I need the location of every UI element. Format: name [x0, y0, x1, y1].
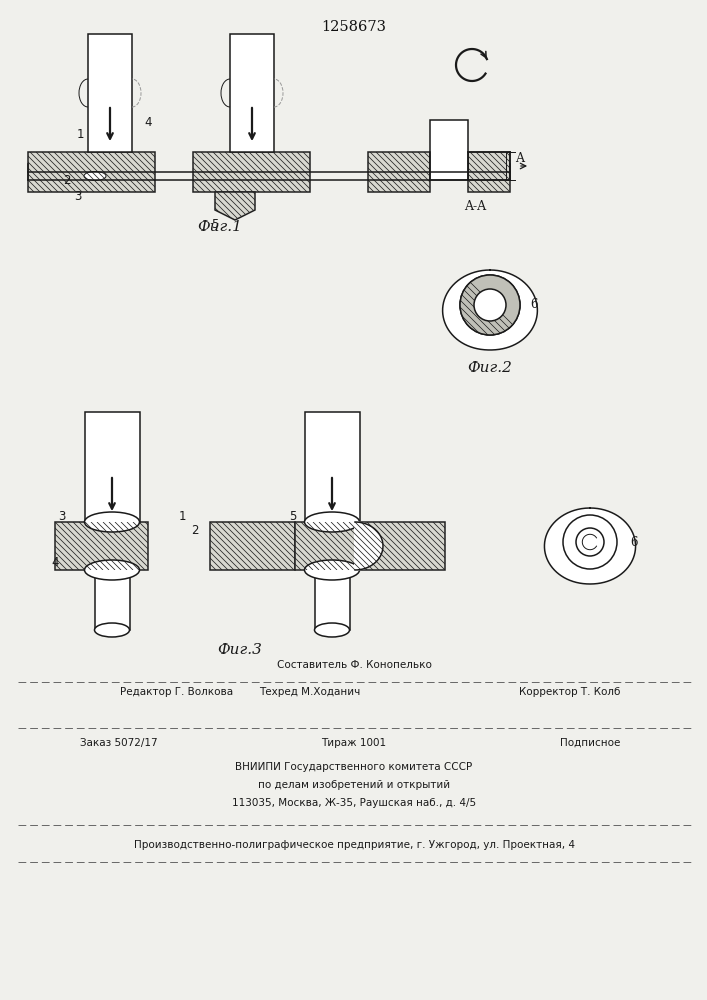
Text: Производственно-полиграфическое предприятие, г. Ужгород, ул. Проектная, 4: Производственно-полиграфическое предприя…: [134, 840, 575, 850]
Text: 2: 2: [63, 174, 71, 186]
Ellipse shape: [305, 512, 359, 532]
Circle shape: [460, 275, 520, 335]
Ellipse shape: [84, 172, 106, 180]
Polygon shape: [215, 192, 255, 220]
Text: A-A: A-A: [464, 200, 486, 214]
Text: ВНИИПИ Государственного комитета СССР: ВНИИПИ Государственного комитета СССР: [235, 762, 472, 772]
Ellipse shape: [315, 623, 349, 637]
Bar: [85, 412, 140, 522]
Ellipse shape: [85, 560, 139, 580]
Bar: [193, 152, 310, 192]
Bar: [355, 522, 445, 570]
Bar: [28, 152, 155, 192]
Text: 6: 6: [530, 298, 538, 312]
Text: 1: 1: [178, 510, 186, 522]
Bar: [295, 522, 355, 570]
Text: A: A: [515, 151, 524, 164]
Text: 6: 6: [630, 536, 638, 548]
Text: Подписное: Подписное: [560, 738, 620, 748]
Text: Заказ 5072/17: Заказ 5072/17: [80, 738, 158, 748]
Text: 1: 1: [76, 127, 83, 140]
Text: 113035, Москва, Ж-35, Раушская наб., д. 4/5: 113035, Москва, Ж-35, Раушская наб., д. …: [232, 798, 476, 808]
Text: Техред М.Ходанич: Техред М.Ходанич: [259, 687, 361, 697]
Bar: [95, 570, 130, 630]
Polygon shape: [544, 508, 636, 584]
Text: Составитель Ф. Конопелько: Составитель Ф. Конопелько: [276, 660, 431, 670]
Bar: [230, 34, 274, 152]
Text: Тираж 1001: Тираж 1001: [322, 738, 387, 748]
Ellipse shape: [85, 512, 139, 532]
Circle shape: [576, 528, 604, 556]
Circle shape: [474, 289, 506, 321]
Bar: [468, 152, 510, 192]
Text: 5: 5: [211, 219, 218, 232]
Bar: [430, 120, 468, 180]
Text: Корректор Т. Колб: Корректор Т. Колб: [520, 687, 621, 697]
Text: Фиг.1: Фиг.1: [197, 220, 243, 234]
Text: 3: 3: [58, 510, 66, 522]
Polygon shape: [443, 270, 537, 350]
Text: 5: 5: [289, 510, 297, 522]
Ellipse shape: [95, 623, 129, 637]
Text: 4: 4: [51, 556, 59, 570]
Bar: [88, 34, 132, 152]
Text: Фиг.3: Фиг.3: [218, 643, 262, 657]
Text: 1258673: 1258673: [322, 20, 387, 34]
Text: 2: 2: [192, 524, 199, 536]
Text: Фиг.2: Фиг.2: [467, 361, 513, 375]
Text: 4: 4: [144, 115, 152, 128]
Bar: [315, 570, 350, 630]
Polygon shape: [355, 522, 383, 570]
Text: по делам изобретений и открытий: по делам изобретений и открытий: [258, 780, 450, 790]
Bar: [368, 152, 430, 192]
Circle shape: [460, 275, 520, 335]
Bar: [210, 522, 295, 570]
Ellipse shape: [305, 560, 359, 580]
Bar: [55, 522, 148, 570]
Bar: [305, 412, 360, 522]
Text: Редактор Г. Волкова: Редактор Г. Волкова: [120, 687, 233, 697]
Circle shape: [563, 515, 617, 569]
Text: 3: 3: [74, 190, 82, 202]
